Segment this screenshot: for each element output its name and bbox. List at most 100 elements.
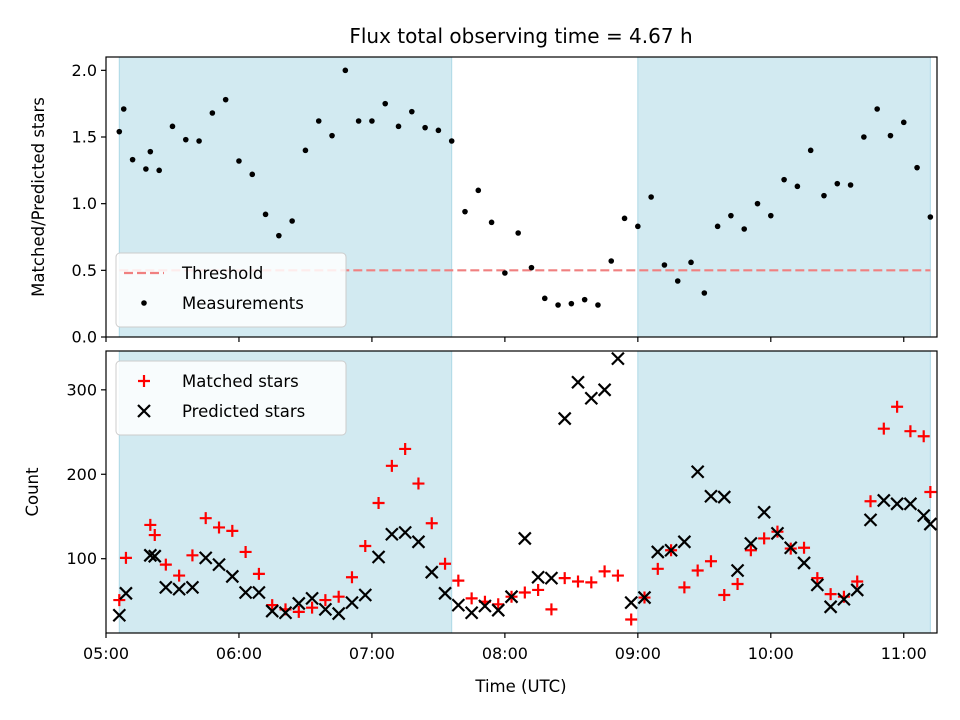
data-point	[411, 535, 426, 549]
data-point	[120, 106, 127, 112]
data-point	[465, 592, 478, 605]
data-point	[572, 575, 585, 588]
y-tick-label: 0.0	[72, 328, 97, 347]
data-point	[372, 496, 385, 509]
data-point	[864, 495, 877, 508]
data-point	[528, 264, 535, 271]
data-point	[265, 604, 279, 618]
data-point	[306, 601, 319, 614]
data-point	[395, 123, 402, 130]
data-point	[568, 300, 575, 307]
data-point	[691, 564, 704, 577]
data-point	[664, 543, 678, 558]
legend-label: Threshold	[181, 264, 263, 283]
data-point	[182, 136, 189, 143]
data-point	[276, 232, 282, 239]
data-point	[305, 591, 319, 606]
data-point	[904, 425, 917, 438]
data-point	[783, 540, 798, 555]
data-point	[292, 596, 306, 611]
data-point	[252, 585, 266, 600]
data-point	[916, 508, 931, 523]
data-point	[331, 606, 346, 621]
data-point	[196, 138, 202, 144]
data-point	[903, 497, 918, 511]
data-point	[156, 167, 162, 174]
data-point	[144, 518, 157, 531]
data-point	[811, 572, 824, 585]
data-point	[768, 212, 774, 219]
data-point	[289, 218, 295, 224]
plot-frame	[105, 56, 938, 338]
data-point	[770, 526, 785, 541]
data-point	[345, 595, 359, 610]
data-point	[332, 590, 345, 603]
data-point	[541, 295, 548, 302]
data-point	[914, 164, 920, 171]
data-point	[731, 578, 744, 591]
data-point	[422, 124, 428, 131]
data-point	[887, 132, 894, 139]
data-point	[371, 550, 386, 564]
data-point	[238, 585, 253, 600]
data-point	[491, 603, 506, 617]
data-point	[425, 517, 438, 530]
data-point	[890, 497, 904, 511]
x-tick-label: 10:00	[748, 644, 794, 663]
data-point	[861, 134, 867, 140]
data-point	[794, 183, 801, 190]
data-point	[278, 605, 293, 620]
data-point	[226, 524, 239, 537]
data-point	[359, 540, 372, 553]
data-point	[185, 580, 200, 595]
data-point	[159, 558, 172, 571]
data-point	[302, 147, 309, 154]
data-point	[678, 581, 691, 594]
observing-interval-shade	[637, 57, 931, 337]
x-tick-label: 08:00	[482, 644, 528, 663]
data-point	[810, 578, 825, 592]
data-point	[624, 595, 638, 610]
data-point	[464, 605, 479, 620]
data-point	[147, 549, 162, 563]
data-point	[355, 118, 362, 124]
data-point	[409, 108, 415, 115]
data-point	[891, 400, 904, 413]
legend-label: Predicted stars	[182, 402, 305, 421]
data-point	[504, 589, 519, 604]
legend-label: Measurements	[182, 294, 304, 313]
data-point	[412, 477, 425, 490]
data-point	[439, 557, 452, 570]
data-point	[900, 119, 907, 126]
data-point	[119, 586, 133, 601]
data-point	[249, 171, 256, 178]
top-panel-ratio: 0.0 0.5 1.0 1.5 2.0 Matched/Predicted stars Th…	[29, 56, 938, 347]
data-point	[488, 219, 495, 226]
data-point	[807, 147, 814, 154]
bottom-panel-counts: 100 200 300 05:00 06:00 07:00 08:00 09:00 10:00 1…	[23, 350, 938, 663]
data-point	[625, 613, 638, 626]
data-point	[329, 132, 335, 139]
x-tick-label: 09:00	[615, 644, 661, 663]
data-point	[821, 192, 827, 199]
plot-frame	[105, 350, 938, 634]
data-point	[651, 545, 665, 559]
data-point	[544, 571, 559, 585]
data-point	[186, 549, 199, 562]
y-axis-label: Count	[23, 467, 42, 517]
data-point	[239, 545, 252, 558]
data-point	[492, 598, 505, 611]
y-tick-label: 200	[66, 465, 97, 484]
data-point	[834, 180, 841, 187]
data-point	[198, 551, 213, 565]
data-point	[661, 262, 668, 268]
observing-interval-shade	[637, 351, 931, 633]
data-point	[651, 562, 664, 575]
data-point	[674, 278, 681, 284]
data-point	[608, 258, 615, 264]
data-point	[209, 110, 216, 116]
legend: Threshold Measurements	[115, 252, 347, 328]
data-point	[369, 118, 375, 124]
data-point	[701, 290, 708, 296]
data-point	[688, 259, 694, 266]
